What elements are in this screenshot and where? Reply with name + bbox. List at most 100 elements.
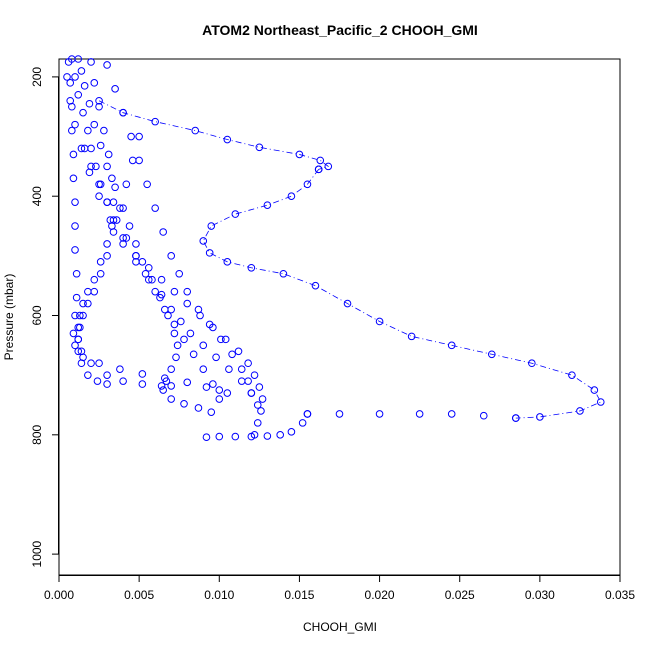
data-point xyxy=(66,96,75,105)
data-point xyxy=(183,287,192,296)
y-tick-label: 600 xyxy=(30,305,44,325)
data-point xyxy=(74,335,83,344)
data-point xyxy=(84,371,92,379)
data-point xyxy=(223,135,232,144)
data-point xyxy=(487,350,496,359)
data-point xyxy=(303,180,312,189)
data-point xyxy=(116,204,124,212)
data-point xyxy=(175,269,184,278)
data-point xyxy=(109,228,118,236)
data-point xyxy=(87,162,95,171)
data-point xyxy=(170,329,179,338)
data-point xyxy=(132,258,140,266)
data-point xyxy=(132,252,140,260)
data-point xyxy=(479,411,488,420)
data-point xyxy=(159,386,167,394)
series-connector xyxy=(98,100,330,170)
data-point xyxy=(303,410,312,418)
chart-title: ATOM2 Northeast_Pacific_2 CHOOH_GMI xyxy=(202,22,478,38)
data-point xyxy=(202,433,211,442)
data-point xyxy=(287,192,296,201)
data-point xyxy=(157,275,166,284)
data-point xyxy=(314,165,323,174)
data-point xyxy=(244,377,252,385)
data-point xyxy=(215,395,224,403)
data-point xyxy=(250,371,259,379)
data-point xyxy=(257,407,265,415)
data-point xyxy=(103,252,111,260)
data-point xyxy=(276,431,284,439)
data-point xyxy=(69,174,78,183)
data-point xyxy=(343,299,352,308)
data-point xyxy=(528,359,536,368)
data-point xyxy=(415,410,424,418)
data-point xyxy=(119,204,127,212)
series-connector xyxy=(202,169,602,419)
data-point xyxy=(215,432,224,441)
data-point xyxy=(223,258,232,266)
data-point xyxy=(151,117,159,126)
data-point xyxy=(122,180,131,189)
data-point xyxy=(375,317,384,326)
data-point xyxy=(103,371,111,379)
data-point xyxy=(194,305,203,314)
data-point xyxy=(295,150,304,159)
data-point xyxy=(157,382,166,390)
data-point xyxy=(191,126,200,135)
data-point xyxy=(108,174,116,183)
data-point xyxy=(128,156,137,165)
data-point xyxy=(311,281,320,290)
data-point xyxy=(316,156,325,165)
data-point xyxy=(141,269,150,278)
data-point xyxy=(205,249,214,257)
data-point xyxy=(212,353,220,362)
data-point xyxy=(167,252,175,260)
data-point xyxy=(112,216,121,224)
data-point xyxy=(183,378,192,387)
data-point xyxy=(76,323,84,332)
data-point xyxy=(144,263,153,272)
data-point xyxy=(74,90,83,99)
data-point xyxy=(250,431,259,439)
data-point xyxy=(447,410,456,418)
data-point xyxy=(103,198,111,206)
data-point xyxy=(95,359,103,368)
data-point xyxy=(90,275,99,284)
data-point xyxy=(324,162,333,171)
data-point xyxy=(71,311,79,320)
data-point xyxy=(207,408,216,416)
data-point xyxy=(253,401,262,409)
data-point xyxy=(151,204,159,212)
data-point xyxy=(87,58,95,66)
data-point xyxy=(64,58,73,66)
y-tick-label: 400 xyxy=(30,186,44,206)
data-point xyxy=(119,234,127,242)
data-point xyxy=(298,419,307,427)
data-point xyxy=(199,237,208,245)
data-point xyxy=(223,389,232,397)
data-point xyxy=(72,293,81,302)
data-point xyxy=(69,150,78,159)
data-point xyxy=(122,234,131,242)
x-tick-label: 0.000 xyxy=(44,588,74,602)
data-point xyxy=(87,359,95,368)
data-point xyxy=(74,347,83,356)
data-point xyxy=(237,365,246,373)
data-point xyxy=(95,180,103,189)
data-point xyxy=(71,341,79,350)
y-axis-label: Pressure (mbar) xyxy=(2,274,16,361)
data-point xyxy=(103,61,111,69)
data-point xyxy=(151,287,159,296)
data-point xyxy=(279,269,288,278)
data-point xyxy=(96,269,105,278)
data-point xyxy=(77,359,86,368)
data-point xyxy=(95,192,103,201)
x-tick-label: 0.015 xyxy=(284,588,314,602)
data-point xyxy=(407,332,416,341)
data-point xyxy=(85,99,94,108)
data-point xyxy=(69,329,78,338)
data-point xyxy=(263,201,272,209)
data-point xyxy=(202,383,211,391)
data-point xyxy=(71,222,79,230)
